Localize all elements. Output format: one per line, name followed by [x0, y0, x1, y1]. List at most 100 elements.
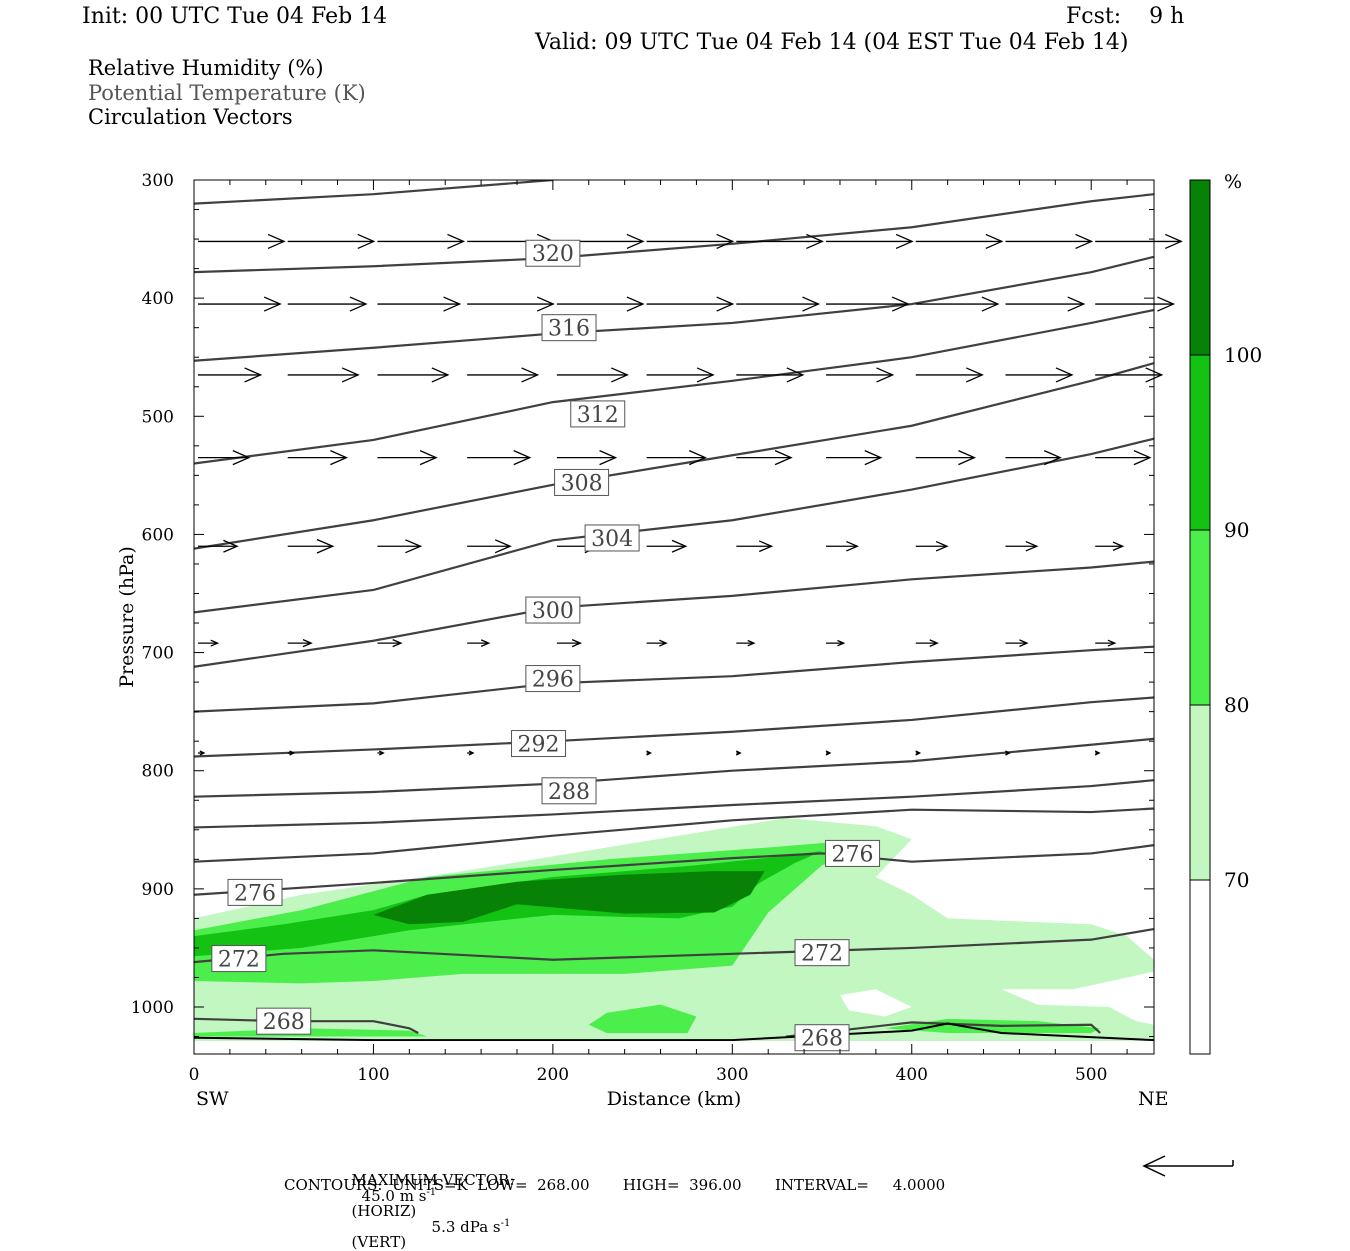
contour-label-box — [525, 239, 581, 267]
vert-tag: (VERT) — [351, 1233, 407, 1251]
vector-head — [349, 296, 368, 312]
contour-label-text: 296 — [532, 668, 574, 693]
rh-region-80 — [588, 1004, 697, 1033]
vector-head — [626, 296, 645, 312]
wind-vector — [1095, 450, 1152, 466]
vector-head — [494, 539, 512, 554]
vector-head — [895, 233, 914, 250]
wind-vector — [1095, 233, 1183, 250]
contours-info: CONTOURS: UNITS=K LOW= 268.00 HIGH= 396.… — [284, 1176, 946, 1194]
wind-vector — [287, 750, 296, 756]
vector-head — [876, 367, 895, 383]
vector-head — [1112, 541, 1125, 551]
vector-head — [846, 540, 859, 552]
contour-label: 292 — [511, 730, 567, 758]
x-tick-label: 0 — [189, 1065, 200, 1085]
wind-vector — [198, 367, 263, 383]
contour-label-text: 300 — [532, 599, 574, 624]
wind-vector — [198, 750, 206, 756]
wind-vector — [467, 639, 491, 647]
wind-vector — [736, 233, 824, 250]
vector-head — [864, 450, 883, 466]
vector-head — [232, 450, 251, 466]
theta-contour-276 — [194, 844, 1154, 896]
wind-vector — [915, 296, 1000, 312]
theta-contour-304 — [194, 437, 1154, 614]
x-tick-label: 200 — [537, 1065, 569, 1085]
contour-label: 272 — [211, 945, 267, 973]
wind-vector — [287, 296, 368, 312]
vector-head — [689, 450, 707, 466]
contour-label-text: 304 — [591, 527, 633, 552]
contour-label-box — [794, 939, 850, 967]
wind-vector — [377, 639, 403, 648]
theta-contour-296 — [194, 645, 1154, 713]
vert-exp: -1 — [500, 1218, 511, 1229]
vector-head — [696, 367, 715, 383]
wind-vector — [826, 540, 859, 552]
wind-vector — [377, 367, 450, 383]
wind-vector — [287, 538, 335, 554]
wind-vector — [467, 296, 555, 312]
vector-head — [806, 233, 824, 250]
vector-head — [958, 450, 977, 466]
vector-head — [392, 639, 403, 648]
contour-label: 304 — [584, 524, 640, 552]
wind-vector — [646, 450, 707, 466]
wind-vector — [826, 450, 883, 466]
vector-head — [263, 296, 282, 312]
wind-vector — [467, 750, 475, 756]
vector-head — [447, 233, 466, 250]
wind-vector — [198, 233, 286, 250]
vector-head — [405, 539, 423, 554]
contour-label-box — [541, 777, 597, 805]
vector-head — [659, 639, 668, 647]
vector-head — [802, 296, 821, 312]
wind-vector — [198, 450, 251, 466]
theta-contour-272 — [194, 927, 1154, 964]
contour-label: 272 — [794, 939, 850, 967]
theta-contour-320 — [194, 193, 1154, 274]
wind-vector — [735, 750, 742, 756]
rh-fill-layer — [194, 817, 1154, 1041]
theta-contour-292 — [194, 696, 1154, 758]
wind-vector — [646, 296, 735, 312]
wind-vector — [377, 539, 423, 554]
contour-label: 288 — [541, 777, 597, 805]
vector-head — [935, 540, 949, 552]
vector-head — [1005, 750, 1011, 756]
vector-head — [521, 367, 540, 383]
wind-vector — [287, 367, 360, 383]
colorbar-level-label: 90 — [1224, 518, 1249, 542]
wind-vector — [556, 367, 629, 383]
wind-vector — [556, 450, 618, 466]
vector-head — [536, 296, 555, 312]
vector-head — [267, 233, 286, 250]
colorbar-segment — [1189, 704, 1211, 881]
theta-contour-layer — [194, 180, 1154, 1041]
y-tick-label: 1000 — [131, 998, 174, 1018]
wind-vector — [287, 639, 313, 648]
colorbar-segment — [1189, 879, 1211, 1055]
contour-label-box — [511, 730, 567, 758]
contour-label-box — [541, 314, 597, 342]
rh-blank-region — [839, 989, 912, 1017]
y-axis-label: Pressure (hPa) — [116, 546, 138, 688]
contour-label-text: 268 — [263, 1010, 305, 1035]
contour-label-box — [256, 1007, 312, 1035]
wind-vector — [1005, 233, 1094, 250]
legend-vectors: Circulation Vectors — [88, 105, 293, 129]
vector-head — [758, 540, 774, 553]
contour-label: 312 — [570, 400, 626, 428]
vector-head — [379, 750, 385, 756]
wind-vector — [915, 639, 939, 647]
reference-vector-arrow — [1142, 1155, 1234, 1177]
contour-label-box — [554, 468, 610, 496]
max-vector-line: MAXIMUM VECTOR: 45.0 m s-1 (HORIZ) 5.3 d… — [342, 1158, 515, 1251]
wind-vector — [1095, 296, 1176, 312]
theta-contour-300 — [194, 560, 1154, 668]
vector-head — [289, 750, 296, 756]
wind-vector — [1095, 639, 1117, 647]
wind-vector — [825, 750, 832, 756]
vector-head — [1107, 639, 1117, 647]
